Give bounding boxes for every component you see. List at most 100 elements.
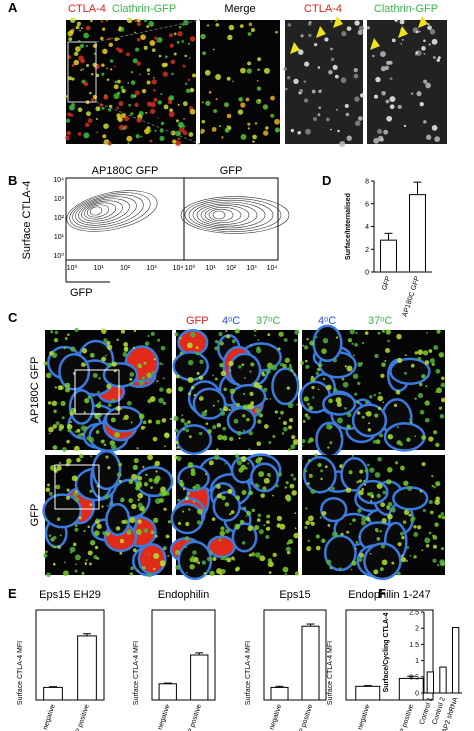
- spot: [136, 447, 139, 450]
- spot: [58, 461, 61, 464]
- bar: [355, 685, 381, 701]
- spot: [308, 515, 314, 522]
- spot: [339, 141, 346, 147]
- spot: [379, 433, 384, 438]
- spot: [182, 427, 186, 431]
- spot: [66, 130, 72, 136]
- spot: [56, 465, 62, 471]
- spot: [81, 571, 85, 575]
- spot: [294, 571, 300, 576]
- spot: [153, 76, 155, 79]
- spot: [66, 458, 72, 464]
- spot: [329, 441, 333, 445]
- spot: [245, 515, 248, 517]
- spot: [437, 56, 441, 60]
- spot: [82, 68, 84, 71]
- spot: [226, 113, 232, 119]
- spot: [110, 68, 113, 71]
- zoom-line: [95, 19, 201, 43]
- spot: [65, 387, 70, 393]
- spot: [186, 342, 193, 349]
- spot: [159, 560, 166, 567]
- spot: [235, 402, 241, 407]
- cell: [228, 352, 262, 388]
- arrowhead: [290, 42, 300, 54]
- bar: [439, 666, 447, 694]
- spot: [231, 339, 236, 344]
- spot: [357, 29, 363, 36]
- spot: [326, 559, 332, 565]
- spot: [92, 372, 98, 378]
- cell: [58, 352, 91, 391]
- spot: [154, 460, 160, 467]
- y-tick-label: 4: [365, 224, 369, 231]
- spot: [173, 32, 177, 36]
- spot: [130, 71, 134, 74]
- spot: [428, 531, 432, 535]
- bar: [409, 194, 426, 273]
- spot: [421, 434, 427, 441]
- spot: [141, 426, 144, 429]
- spot: [129, 572, 134, 576]
- spot: [400, 531, 404, 536]
- spot: [51, 544, 55, 548]
- spot: [247, 462, 250, 465]
- spot: [279, 523, 286, 530]
- spot: [267, 561, 274, 568]
- spot: [219, 572, 223, 576]
- spot: [431, 362, 435, 366]
- spot: [326, 384, 332, 391]
- spot: [370, 499, 373, 503]
- spot: [85, 426, 88, 429]
- spot: [202, 51, 207, 56]
- spot: [56, 517, 61, 521]
- spot: [400, 466, 405, 471]
- spot: [214, 339, 219, 344]
- spot: [113, 65, 116, 68]
- spot: [254, 122, 258, 125]
- spot: [144, 128, 150, 135]
- x-tick-label: RFP positive: [184, 703, 203, 731]
- spot: [393, 403, 398, 407]
- spot: [384, 359, 387, 363]
- spot: [131, 503, 137, 510]
- spot: [290, 444, 296, 450]
- spot: [103, 338, 108, 343]
- spot: [96, 412, 102, 418]
- spot: [376, 483, 383, 490]
- spot: [137, 519, 142, 524]
- spot: [143, 482, 149, 487]
- spot: [270, 113, 275, 118]
- spot: [423, 52, 426, 55]
- spot: [431, 38, 438, 45]
- spot: [320, 477, 323, 481]
- spot: [118, 479, 122, 483]
- spot: [187, 42, 191, 45]
- x-tick-label: 10⁴: [173, 265, 184, 272]
- spot: [433, 430, 438, 435]
- spot: [142, 465, 145, 468]
- spot: [424, 417, 430, 423]
- spot: [116, 106, 119, 110]
- spot: [331, 486, 335, 491]
- contour: [204, 207, 242, 223]
- spot: [83, 411, 86, 414]
- spot: [167, 520, 172, 524]
- spot: [285, 546, 291, 552]
- spot: [178, 25, 182, 29]
- spot: [270, 95, 275, 101]
- spot: [120, 85, 124, 90]
- spot: [192, 73, 197, 78]
- image-title: CTLA-4: [304, 3, 342, 15]
- spot: [141, 88, 147, 94]
- spot: [242, 429, 245, 432]
- spot: [351, 454, 354, 457]
- spot: [95, 73, 100, 78]
- spot: [154, 129, 157, 132]
- zoom-box: [54, 464, 100, 510]
- spot: [201, 560, 206, 565]
- spot: [387, 513, 393, 520]
- spot: [65, 135, 70, 141]
- spot: [223, 406, 229, 412]
- spot: [405, 559, 409, 563]
